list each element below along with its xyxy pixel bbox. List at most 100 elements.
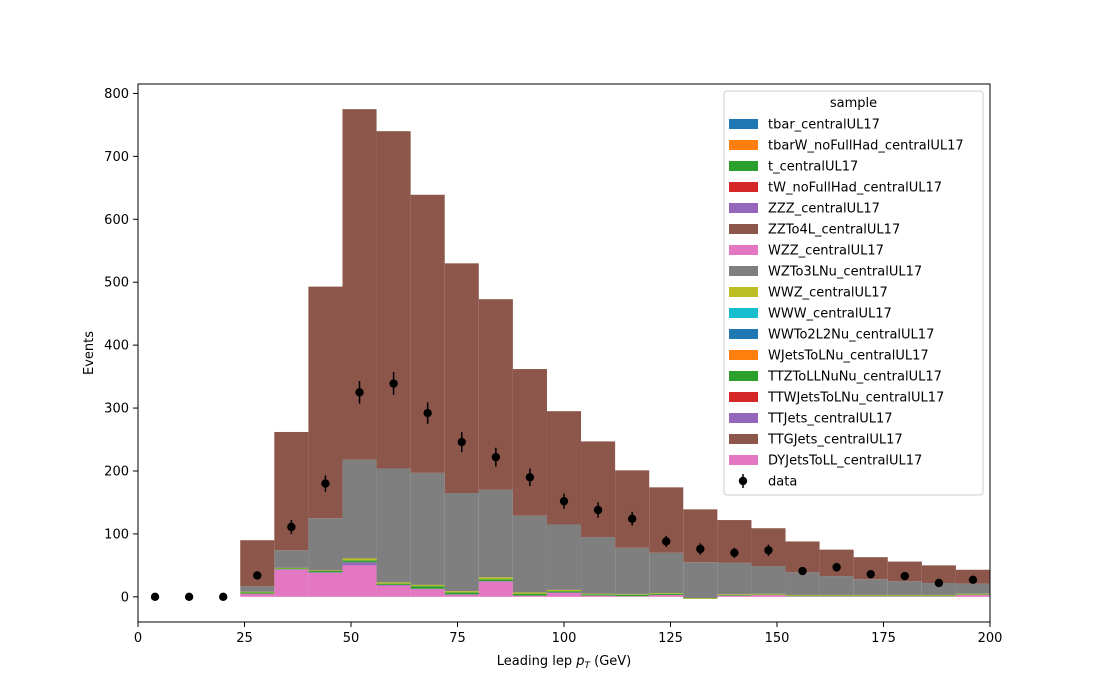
bar-DYJetsToLL_centralUL17-bin-4 [274,569,309,597]
bar-DYJetsToLL_centralUL17-bin-9 [444,594,479,597]
bar-TTZToLLNuNu_centralUL17-bin-19 [785,595,820,597]
bar-WWZ_centralUL17-bin-11 [512,592,547,594]
data-points [150,372,978,602]
bar-WZTo3LNu_centralUL17-bin-12 [546,524,582,590]
bar-WZTo3LNu_centralUL17-bin-24 [955,583,990,594]
legend-label-WWW_centralUL17: WWW_centralUL17 [768,307,892,322]
y-tick-label: 500 [104,276,129,291]
bar-ZZTo4L_centralUL17-bin-11 [512,369,547,516]
bar-WZTo3LNu_centralUL17-bin-13 [581,537,616,594]
y-tick-label: 800 [104,87,129,102]
bar-ZZTo4L_centralUL17-bin-22 [887,561,922,582]
y-axis-label: Events [82,331,97,375]
data-point-0 [150,592,160,602]
data-point-3 [253,571,262,580]
bar-WWZ_centralUL17-bin-16 [683,598,718,599]
data-point-14 [627,514,637,524]
bar-DYJetsToLL_centralUL17-bin-13 [581,595,616,597]
bar-WWZ_centralUL17-bin-4 [274,567,309,569]
bar-WZTo3LNu_centralUL17-bin-15 [649,552,684,594]
bar-DYJetsToLL_centralUL17-bin-11 [512,595,547,597]
legend-swatch-TTWJetsToLNu_centralUL17 [729,392,758,402]
bar-WWZ_centralUL17-bin-20 [819,594,854,596]
bar-TTZToLLNuNu_centralUL17-bin-14 [615,594,650,597]
bar-WWZ_centralUL17-bin-8 [410,584,445,587]
data-point-15 [662,537,671,546]
legend-label-ZZTo4L_centralUL17: ZZTo4L_centralUL17 [768,223,900,238]
data-point-12 [559,496,569,506]
bar-WWZ_centralUL17-bin-23 [921,594,956,596]
legend-box [723,90,984,496]
data-point-6 [355,388,364,397]
bar-TTZToLLNuNu_centralUL17-bin-4 [274,568,309,570]
legend-swatch-WWW_centralUL17 [729,308,758,318]
bar-WWZ_centralUL17-bin-15 [649,593,684,594]
data-point-19 [798,566,807,576]
x-tick-label: 125 [658,631,683,646]
bar-TTZToLLNuNu_centralUL17-bin-8 [410,586,445,589]
data-point-4 [287,522,296,532]
bar-WWZ_centralUL17-bin-24 [955,593,990,595]
legend-label-tbar_centralUL17: tbar_centralUL17 [768,118,880,133]
data-point-11 [525,473,535,482]
legend-label-TTWJetsToLNu_centralUL17: TTWJetsToLNu_centralUL17 [767,391,944,406]
bar-DYJetsToLL_centralUL17-bin-17 [717,595,752,597]
legend-swatch-TTGJets_centralUL17 [729,434,758,444]
data-point-23 [934,578,944,588]
y-tick-label: 600 [104,213,129,228]
legend-label-TTZToLLNuNu_centralUL17: TTZToLLNuNu_centralUL17 [767,370,942,385]
bar-DYJetsToLL_centralUL17-bin-3 [240,593,275,597]
bar-TTZToLLNuNu_centralUL17-bin-13 [581,594,616,596]
data-point-10 [491,452,501,462]
bar-DYJetsToLL_centralUL17-bin-15 [649,594,684,597]
data-point-2 [219,592,228,602]
bar-WZTo3LNu_centralUL17-bin-8 [410,472,445,585]
bar-DYJetsToLL_centralUL17-bin-20 [819,596,854,597]
bar-TTJets_centralUL17-bin-6 [342,562,377,566]
bar-ZZTo4L_centralUL17-bin-13 [581,441,616,538]
bar-TTZToLLNuNu_centralUL17-bin-12 [546,591,582,593]
x-axis-label: Leading lep pT (GeV) [497,654,631,671]
bar-TTJets_centralUL17-bin-4 [274,569,309,570]
bar-ZZTo4L_centralUL17-bin-6 [342,109,377,460]
legend-swatch-ZZZ_centralUL17 [729,203,758,213]
bar-TTZToLLNuNu_centralUL17-bin-22 [887,595,922,597]
legend-label-WWTo2L2Nu_centralUL17: WWTo2L2Nu_centralUL17 [768,328,934,343]
legend-title: sample [830,96,877,111]
legend-swatch-tW_noFullHad_centralUL17 [729,182,758,192]
bar-WWZ_centralUL17-bin-17 [717,594,752,595]
data-point-18 [764,546,773,555]
bar-TTJets_centralUL17-bin-5 [308,572,343,573]
bar-WZTo3LNu_centralUL17-bin-9 [444,493,479,592]
bar-WWZ_centralUL17-bin-9 [444,591,479,593]
bar-ZZTo4L_centralUL17-bin-9 [444,263,479,494]
bar-WZTo3LNu_centralUL17-bin-23 [921,582,956,595]
y-tick-label: 700 [104,150,129,165]
bar-WWZ_centralUL17-bin-7 [376,582,411,584]
bar-TTZToLLNuNu_centralUL17-bin-3 [240,592,275,594]
data-point-13 [593,505,603,515]
x-tick-label: 150 [765,631,790,646]
bar-ZZTo4L_centralUL17-bin-8 [410,194,445,473]
bar-TTZToLLNuNu_centralUL17-bin-21 [853,595,888,597]
data-point-24 [968,575,978,585]
legend-label-DYJetsToLL_centralUL17: DYJetsToLL_centralUL17 [768,454,922,469]
bar-TTZToLLNuNu_centralUL17-bin-6 [342,560,377,563]
bar-WZTo3LNu_centralUL17-bin-19 [785,572,820,595]
legend-label-TTGJets_centralUL17: TTGJets_centralUL17 [767,433,903,448]
legend-marker-data [738,476,748,486]
bar-WWZ_centralUL17-bin-13 [581,593,616,595]
bar-TTZToLLNuNu_centralUL17-bin-20 [819,595,854,597]
x-tick-label: 50 [343,631,360,646]
bar-DYJetsToLL_centralUL17-bin-22 [887,596,922,597]
legend-swatch-WZTo3LNu_centralUL17 [729,266,758,276]
y-tick-label: 300 [104,402,129,417]
bar-ZZTo4L_centralUL17-bin-21 [853,557,888,580]
legend-label-tbarW_noFullHad_centralUL17: tbarW_noFullHad_centralUL17 [768,139,964,154]
x-tick-label: 175 [871,631,896,646]
bar-TTZToLLNuNu_centralUL17-bin-15 [649,593,684,595]
legend-label-ZZZ_centralUL17: ZZZ_centralUL17 [768,202,880,217]
bar-TTZToLLNuNu_centralUL17-bin-11 [512,593,547,596]
bar-WZTo3LNu_centralUL17-bin-18 [751,565,786,594]
